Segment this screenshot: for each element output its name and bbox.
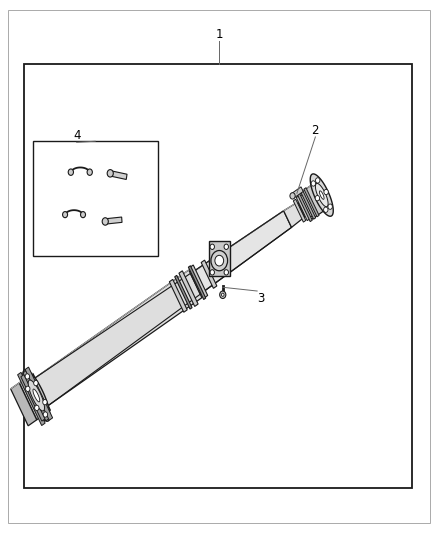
Circle shape — [68, 169, 74, 175]
Polygon shape — [105, 217, 122, 224]
Circle shape — [315, 196, 320, 201]
Circle shape — [290, 193, 295, 199]
Circle shape — [220, 291, 226, 298]
Polygon shape — [28, 380, 45, 411]
Text: 3: 3 — [257, 292, 264, 305]
Polygon shape — [110, 171, 127, 180]
Bar — [24, 64, 412, 488]
Circle shape — [328, 204, 332, 209]
Circle shape — [210, 244, 215, 249]
Text: 1: 1 — [215, 28, 223, 41]
Polygon shape — [179, 271, 198, 306]
Circle shape — [324, 207, 328, 213]
Circle shape — [210, 270, 215, 275]
Polygon shape — [300, 190, 316, 219]
Polygon shape — [18, 373, 45, 425]
Circle shape — [25, 374, 29, 379]
Polygon shape — [190, 265, 208, 298]
Circle shape — [63, 212, 67, 217]
Polygon shape — [319, 191, 324, 199]
Polygon shape — [19, 373, 50, 420]
Polygon shape — [296, 196, 310, 221]
Polygon shape — [315, 183, 328, 207]
Polygon shape — [291, 187, 303, 198]
Polygon shape — [33, 389, 40, 402]
Circle shape — [43, 412, 48, 417]
Circle shape — [224, 244, 229, 249]
Circle shape — [315, 177, 320, 183]
Circle shape — [87, 169, 92, 175]
Circle shape — [222, 293, 224, 296]
FancyBboxPatch shape — [209, 241, 230, 276]
Circle shape — [211, 251, 228, 271]
Polygon shape — [299, 182, 328, 220]
Polygon shape — [191, 211, 292, 294]
Polygon shape — [23, 370, 49, 421]
Polygon shape — [310, 174, 333, 216]
Circle shape — [81, 212, 85, 217]
Bar — [33, 141, 158, 256]
Circle shape — [311, 181, 315, 186]
Circle shape — [34, 381, 38, 386]
Polygon shape — [284, 202, 305, 228]
Polygon shape — [21, 374, 45, 421]
Polygon shape — [23, 370, 50, 421]
Circle shape — [25, 386, 30, 391]
Circle shape — [107, 169, 113, 177]
Circle shape — [324, 189, 328, 195]
Circle shape — [102, 217, 108, 225]
Polygon shape — [201, 260, 217, 288]
Polygon shape — [11, 383, 37, 426]
Polygon shape — [304, 188, 319, 217]
Polygon shape — [25, 367, 53, 420]
Circle shape — [224, 270, 229, 275]
Polygon shape — [175, 276, 192, 309]
Circle shape — [43, 400, 47, 405]
Text: 4: 4 — [73, 130, 81, 142]
Circle shape — [215, 255, 224, 266]
Polygon shape — [35, 270, 202, 406]
Polygon shape — [170, 279, 187, 312]
Polygon shape — [293, 199, 306, 222]
Polygon shape — [297, 192, 312, 222]
Polygon shape — [300, 195, 313, 217]
Circle shape — [35, 405, 39, 410]
Text: 2: 2 — [311, 124, 319, 137]
Polygon shape — [188, 266, 206, 300]
